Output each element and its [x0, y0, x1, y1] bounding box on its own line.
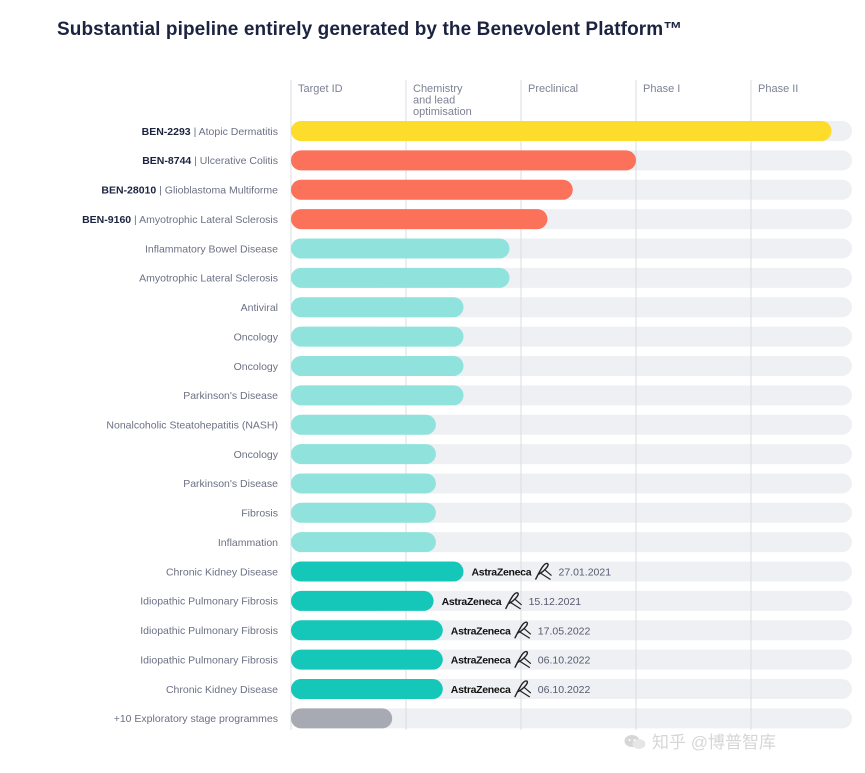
row-label: BEN-2293 | Atopic Dermatitis	[142, 126, 278, 138]
progress-bar	[291, 502, 436, 523]
row-label: BEN-8744 | Ulcerative Colitis	[142, 155, 278, 167]
progress-bar	[291, 708, 393, 729]
astrazeneca-logo-icon	[514, 650, 532, 669]
partner-date: 15.12.2021	[529, 596, 582, 608]
row-label: Inflammation	[218, 537, 278, 549]
progress-bar	[291, 267, 510, 288]
progress-bar	[291, 590, 434, 611]
row-label: +10 Exploratory stage programmes	[114, 713, 278, 725]
astrazeneca-logo-icon	[504, 592, 522, 610]
watermark: 知乎 @博普智库	[624, 728, 776, 753]
row-label: Fibrosis	[241, 508, 278, 520]
row-label: BEN-9160 | Amyotrophic Lateral Sclerosis	[82, 214, 278, 226]
partner-date: 06.10.2022	[538, 655, 591, 667]
row-label: Parkinson's Disease	[183, 390, 278, 402]
row-label: Nonalcoholic Steatohepatitis (NASH)	[106, 420, 278, 432]
progress-bar	[291, 679, 443, 700]
row-label: Oncology	[234, 361, 279, 373]
row-label: Parkinson's Disease	[183, 478, 278, 490]
page-title: Substantial pipeline entirely generated …	[57, 19, 683, 40]
stage-label: Phase II	[758, 83, 798, 95]
row-label: Antiviral	[241, 302, 278, 314]
progress-bar	[291, 473, 436, 494]
progress-bar	[291, 355, 464, 376]
row-label: Inflammatory Bowel Disease	[145, 243, 278, 255]
row-label: BEN-28010 | Glioblastoma Multiforme	[101, 185, 278, 197]
partner-name: AstraZeneca	[451, 655, 511, 667]
row-track	[291, 708, 852, 729]
partner-name: AstraZeneca	[451, 684, 511, 696]
partner-date: 17.05.2022	[538, 625, 591, 637]
row-label: Oncology	[234, 331, 279, 343]
astrazeneca-logo-icon	[514, 621, 532, 639]
row-label: Idiopathic Pulmonary Fibrosis	[140, 596, 278, 608]
row-label: Idiopathic Pulmonary Fibrosis	[140, 625, 278, 637]
watermark-text: 知乎 @博普智库	[652, 733, 776, 752]
stage-label: Preclinical	[528, 83, 578, 95]
progress-bar	[291, 532, 436, 553]
progress-bar	[291, 414, 436, 435]
progress-bar	[291, 620, 443, 641]
progress-bar	[291, 561, 464, 582]
progress-bar	[291, 150, 636, 171]
row-label: Oncology	[234, 449, 279, 461]
row-label: Chronic Kidney Disease	[166, 566, 278, 578]
astrazeneca-logo-icon	[534, 562, 552, 581]
progress-bar	[291, 385, 464, 406]
partner-name: AstraZeneca	[451, 625, 511, 637]
row-label: Idiopathic Pulmonary Fibrosis	[140, 654, 278, 666]
partner-name: AstraZeneca	[442, 596, 502, 608]
progress-bar	[291, 179, 573, 200]
progress-bar	[291, 326, 464, 347]
row-label: Amyotrophic Lateral Sclerosis	[139, 273, 278, 285]
progress-bar	[291, 209, 548, 230]
row-label: Chronic Kidney Disease	[166, 684, 278, 696]
stage-label: Phase I	[643, 83, 680, 95]
wechat-icon	[624, 735, 646, 749]
stage-label: Chemistry and lead optimisation	[413, 83, 472, 118]
stage-label: Target ID	[298, 83, 343, 95]
partner-date: 06.10.2022	[538, 684, 591, 696]
partner-date: 27.01.2021	[559, 567, 612, 579]
progress-bar	[291, 297, 464, 318]
astrazeneca-logo-icon	[514, 680, 532, 698]
progress-bar	[291, 121, 832, 141]
partner-name: AstraZeneca	[472, 567, 532, 579]
progress-bar	[291, 444, 436, 465]
progress-bar	[291, 238, 510, 259]
progress-bar	[291, 649, 443, 670]
